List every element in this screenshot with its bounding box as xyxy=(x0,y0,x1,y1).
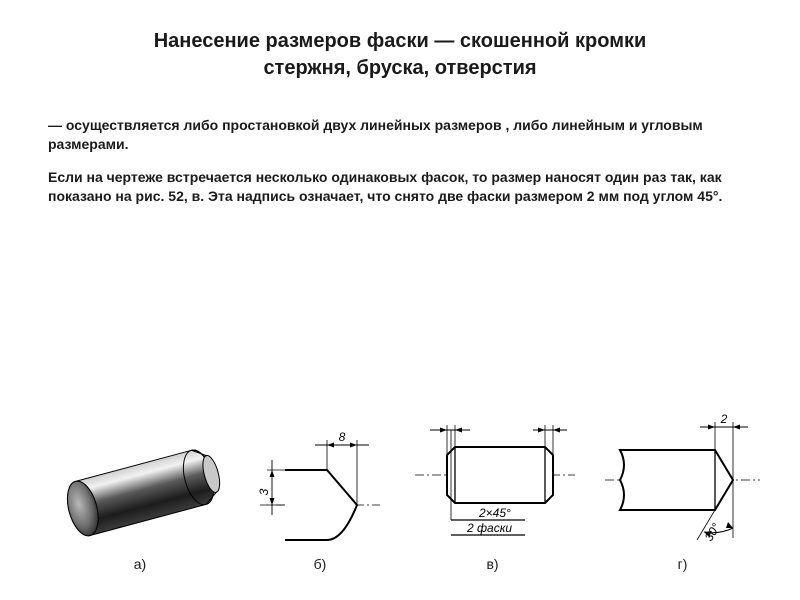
figure-a-drawing xyxy=(50,420,230,550)
figure-c-label: в) xyxy=(405,556,580,572)
figure-b-dim-v: 3 xyxy=(257,488,271,495)
figure-c-note-2: 2 фаски xyxy=(466,521,512,535)
paragraph-2: Если на чертеже встречается несколько од… xyxy=(48,168,752,206)
figure-b-label: б) xyxy=(255,556,385,572)
figure-d-label: г) xyxy=(600,556,765,572)
figure-a-label: а) xyxy=(50,556,230,572)
figure-b: 8 3 б) xyxy=(255,420,385,572)
figure-d-drawing: 2 30° xyxy=(600,410,765,550)
page-title: Нанесение размеров фаски — скошенной кро… xyxy=(48,28,752,82)
paragraph-1: — осуществляется либо простановкой двух … xyxy=(48,116,752,154)
figure-d-dim-top: 2 xyxy=(720,412,728,426)
figure-row: а) 8 3 б) xyxy=(0,362,800,572)
figure-c-note-1: 2×45° xyxy=(478,506,511,520)
figure-b-drawing: 8 3 xyxy=(255,420,385,550)
title-line-2: стержня, бруска, отверстия xyxy=(263,57,536,79)
title-line-1: Нанесение размеров фаски — скошенной кро… xyxy=(154,30,647,52)
figure-a: а) xyxy=(50,420,230,572)
figure-c-drawing: 2×45° 2 фаски xyxy=(405,410,580,550)
figure-b-dim-h: 8 xyxy=(339,430,346,444)
figure-c: 2×45° 2 фаски в) xyxy=(405,410,580,572)
figure-d: 2 30° г) xyxy=(600,410,765,572)
figure-d-angle: 30° xyxy=(702,521,724,544)
